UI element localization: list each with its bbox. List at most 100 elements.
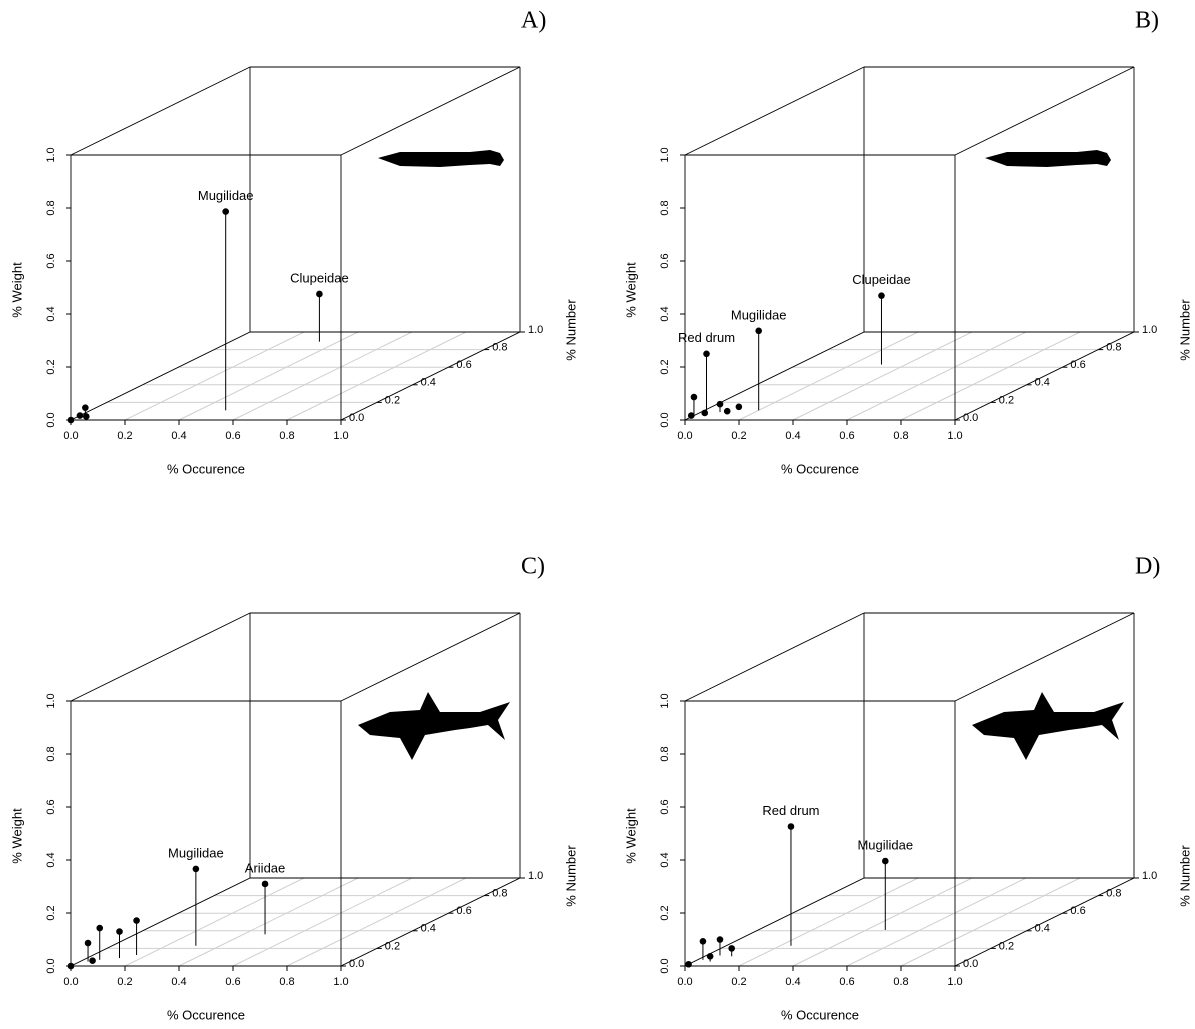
y-tick-label: 0.4	[1035, 923, 1050, 935]
y-tick-label: 0.6	[456, 905, 471, 917]
fish-silhouette	[378, 150, 504, 167]
box-edge	[954, 877, 1135, 967]
point	[192, 865, 200, 873]
x-tick-label: 0.2	[731, 976, 746, 988]
x-tick-label: 0.2	[117, 430, 132, 442]
x-tick-label: 0.6	[839, 976, 854, 988]
box-edge	[70, 877, 251, 967]
y-tick-label: 0.0	[963, 412, 978, 424]
panel: 0.0 0.2 0.4 0.6 0.8 1.00.00.20.40.60.81.00.00…	[623, 8, 1192, 477]
grid-line	[738, 331, 919, 421]
y-tick-label: 0.0	[963, 958, 978, 970]
z-axis-label: % Weight	[623, 262, 638, 318]
point	[716, 400, 724, 408]
y-tick-label: 1.0	[1142, 870, 1157, 882]
point	[89, 957, 96, 965]
y-tick-label: 0.0	[349, 958, 364, 970]
z-tick-label: 0.4	[45, 852, 57, 867]
z-tick-label: 1.0	[659, 147, 671, 162]
box-edge	[70, 612, 251, 702]
box-edge	[684, 331, 865, 421]
y-tick-label: 1.0	[528, 870, 543, 882]
z-tick-label: 0.0	[45, 958, 57, 973]
z-tick-label: 0.2	[45, 359, 57, 374]
grid-line	[846, 877, 1027, 967]
z-tick-label: 0.2	[659, 359, 671, 374]
point	[728, 945, 735, 952]
grid-line	[286, 331, 467, 421]
y-tick-label: 0.2	[385, 940, 400, 952]
z-tick-label: 0.4	[659, 306, 671, 321]
x-tick-label: 0.0	[677, 976, 692, 988]
z-tick-label: 0.8	[659, 746, 671, 761]
point	[84, 939, 92, 947]
z-tick-label: 0.6	[45, 799, 57, 814]
z-tick-label: 0.8	[659, 200, 671, 215]
box-edge	[340, 877, 521, 967]
panel: 0.0 0.2 0.4 0.6 0.8 1.00.00.20.40.60.81.00.00…	[9, 554, 578, 1023]
z-tick-label: 1.0	[45, 147, 57, 162]
grid-line	[738, 877, 919, 967]
y-tick-label: 0.0	[349, 412, 364, 424]
point	[82, 413, 90, 420]
x-axis-label: % Occurence	[781, 461, 859, 476]
panel-label: B)	[1135, 8, 1159, 34]
point	[755, 327, 762, 335]
point-label: Clupeidae	[852, 272, 911, 287]
z-tick-label: 0.2	[45, 905, 57, 920]
z-tick-label: 0.8	[45, 746, 57, 761]
x-tick-label: 1.0	[333, 976, 348, 988]
point	[82, 404, 89, 411]
y-tick-label: 0.6	[456, 359, 471, 371]
y-tick-label: 0.4	[421, 923, 436, 935]
panel: 0.0 0.2 0.4 0.6 0.8 1.00.00.20.40.60.81.00.00…	[9, 8, 578, 477]
y-tick-label: 0.8	[1106, 888, 1121, 900]
z-axis-label: % Weight	[9, 262, 24, 318]
point	[67, 962, 75, 970]
box-edge	[340, 66, 521, 156]
point	[716, 936, 724, 943]
point	[690, 393, 698, 401]
x-tick-label: 0.8	[893, 976, 908, 988]
shark-silhouette	[972, 692, 1124, 760]
y-axis-label: % Number	[1177, 299, 1192, 361]
x-axis-label: % Occurence	[167, 1007, 245, 1022]
grid-line	[178, 877, 359, 967]
grid-line	[124, 877, 305, 967]
x-tick-label: 0.8	[893, 430, 908, 442]
box-edge	[70, 331, 251, 421]
box-edge	[684, 612, 865, 702]
x-tick-label: 0.6	[225, 430, 240, 442]
x-tick-label: 0.2	[731, 430, 746, 442]
point-label: Mugilidae	[857, 837, 913, 852]
z-tick-label: 0.0	[659, 958, 671, 973]
x-tick-label: 0.0	[677, 430, 692, 442]
x-tick-label: 0.4	[171, 430, 186, 442]
x-tick-label: 1.0	[947, 430, 962, 442]
y-tick-label: 1.0	[1142, 324, 1157, 336]
z-tick-label: 1.0	[45, 693, 57, 708]
z-tick-label: 0.2	[659, 905, 671, 920]
z-tick-label: 1.0	[659, 693, 671, 708]
x-axis-label: % Occurence	[167, 461, 245, 476]
panel: 0.0 0.2 0.4 0.6 0.8 1.00.00.20.40.60.81.00.00…	[623, 554, 1192, 1023]
grid-line	[846, 331, 1027, 421]
box-edge	[70, 66, 251, 156]
box-edge	[954, 331, 1135, 421]
z-tick-label: 0.4	[45, 306, 57, 321]
point	[699, 937, 707, 945]
z-axis-label: % Weight	[9, 808, 24, 864]
x-tick-label: 0.8	[279, 976, 294, 988]
z-tick-label: 0.4	[659, 852, 671, 867]
y-tick-label: 0.2	[999, 394, 1014, 406]
x-tick-label: 0.4	[785, 976, 800, 988]
grid-line	[792, 877, 973, 967]
x-axis-label: % Occurence	[781, 1007, 859, 1022]
z-tick-label: 0.6	[45, 253, 57, 268]
x-tick-label: 0.4	[785, 430, 800, 442]
grid-line	[286, 877, 467, 967]
point	[703, 350, 710, 358]
x-tick-label: 0.6	[839, 430, 854, 442]
grid-line	[900, 877, 1081, 967]
